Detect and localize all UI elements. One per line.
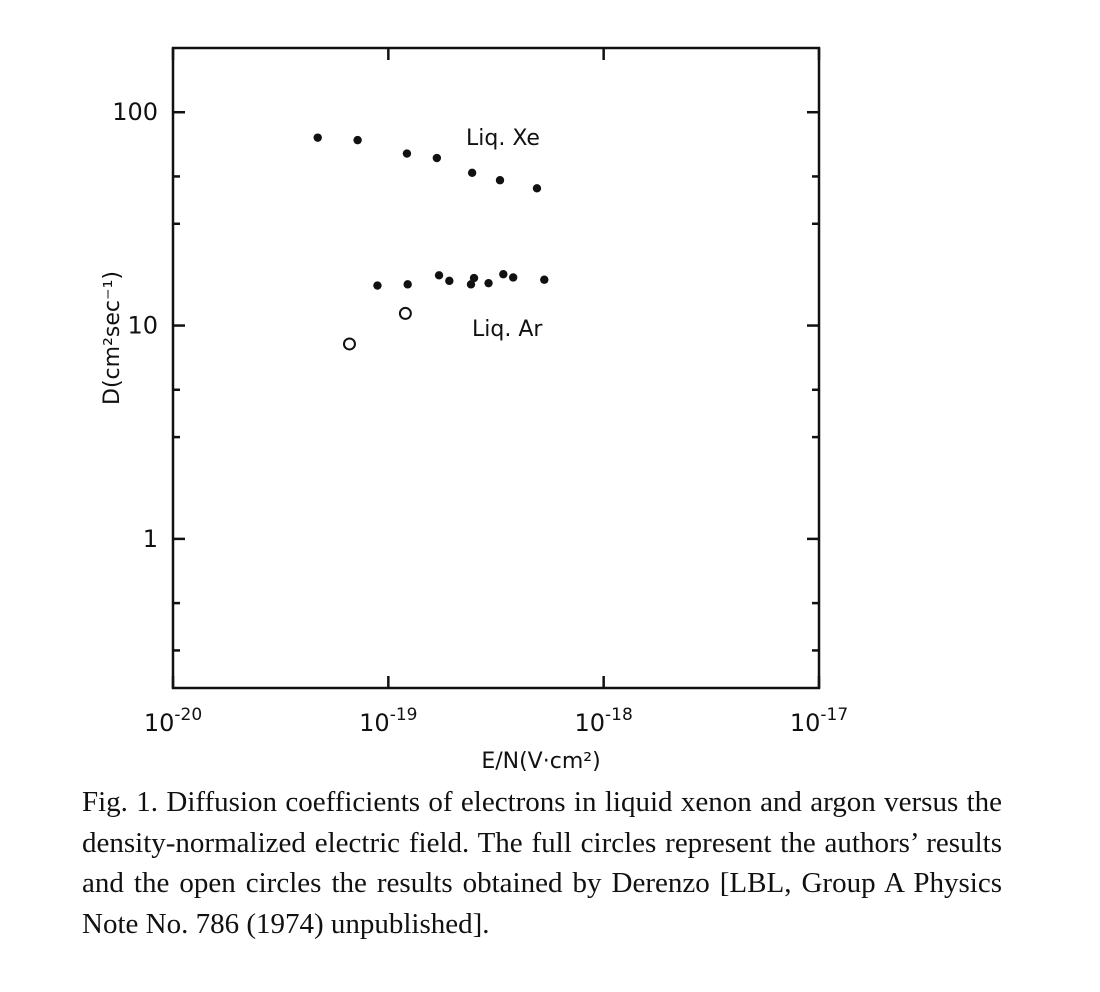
x-tick-labels: 10-20 10-19 10-18 10-17 (144, 705, 848, 737)
series-annotation: Liq. Ar (472, 317, 543, 342)
filled-circle-point (445, 276, 454, 286)
filled-circle-point (353, 135, 362, 145)
filled-circle-point (532, 184, 542, 193)
x-tick-label: 10-20 (144, 705, 202, 737)
filled-circle-point (432, 153, 442, 163)
filled-circle-point (499, 270, 508, 279)
series-annotations: Liq. Xe Liq. Ar (466, 126, 543, 342)
y-tick-label: 1 (143, 525, 158, 553)
plot-frame (171, 46, 821, 690)
axis-ticks (171, 48, 821, 688)
filled-circle-point (508, 273, 518, 282)
series-annotation: Liq. Xe (466, 126, 540, 151)
filled-circle-point (466, 280, 476, 289)
filled-circle-point (495, 176, 505, 185)
filled-circle-point (484, 278, 493, 288)
filled-circle-point (540, 275, 549, 284)
open-circle-point (398, 306, 412, 320)
x-tick-label: 10-17 (790, 705, 848, 737)
open-circle-point (342, 337, 356, 351)
x-axis-label: E/N(V·cm²) (481, 749, 600, 774)
filled-circle-point (373, 281, 382, 290)
y-tick-labels: 100 10 1 (112, 98, 158, 553)
x-tick-label: 10-19 (359, 705, 417, 737)
x-tick-label: 10-18 (575, 705, 633, 737)
data-points (313, 133, 549, 351)
figure-caption: Fig. 1. Diffusion coefficients of electr… (82, 786, 1002, 940)
filled-circle-point (467, 168, 477, 178)
filled-circle-point (402, 149, 412, 158)
y-axis-label: D(cm²sec⁻¹) (100, 271, 125, 405)
y-tick-label: 10 (127, 312, 158, 340)
filled-circle-point (434, 271, 444, 280)
y-tick-label: 100 (112, 98, 158, 126)
filled-circle-point (313, 133, 322, 142)
filled-circle-point (403, 280, 412, 289)
filled-circle-point (469, 273, 479, 283)
